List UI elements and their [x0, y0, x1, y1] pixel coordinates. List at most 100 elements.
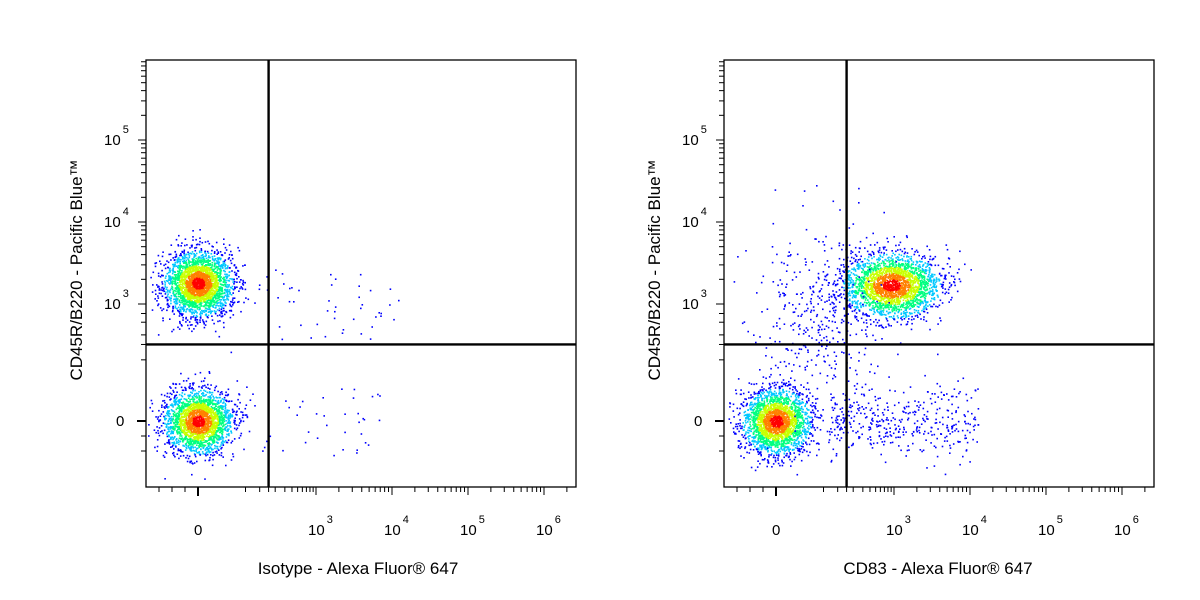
- event-dot: [220, 430, 222, 433]
- event-dot: [168, 426, 170, 428]
- event-dot: [195, 424, 197, 427]
- event-dot: [228, 253, 231, 256]
- event-dot: [203, 414, 205, 416]
- event-dot: [199, 267, 202, 270]
- event-dot: [188, 409, 191, 412]
- event-dot: [194, 299, 196, 302]
- event-dot: [315, 413, 318, 415]
- event-dot: [225, 413, 227, 416]
- event-dot: [227, 258, 230, 260]
- event-dot: [217, 413, 219, 416]
- event-dot: [213, 424, 216, 427]
- event-dot: [200, 259, 202, 262]
- event-dot: [201, 259, 203, 261]
- event-dot: [180, 417, 182, 419]
- event-dot: [166, 295, 169, 297]
- event-dot: [240, 411, 242, 413]
- event-dot: [209, 264, 211, 267]
- event-dot: [177, 278, 179, 280]
- event-dot: [196, 425, 198, 427]
- event-dot: [174, 400, 177, 403]
- event-dot: [201, 414, 204, 417]
- event-dot: [200, 380, 203, 383]
- event-dot: [199, 237, 201, 239]
- event-dot: [213, 399, 215, 401]
- event-dot: [223, 441, 225, 443]
- event-dot: [189, 291, 192, 294]
- event-dot: [226, 284, 229, 286]
- event-dot: [162, 317, 164, 319]
- event-dot: [225, 281, 227, 284]
- event-dot: [175, 256, 177, 258]
- event-dot: [191, 263, 193, 266]
- event-dot: [187, 415, 190, 417]
- event-dot: [210, 444, 213, 446]
- event-dot: [205, 279, 207, 282]
- event-dot: [157, 297, 160, 299]
- x-axis-title: Isotype - Alexa Fluor® 647: [258, 559, 459, 578]
- event-dot: [228, 285, 230, 287]
- event-dot: [195, 310, 198, 313]
- event-dot: [216, 309, 219, 311]
- event-dot: [168, 435, 170, 437]
- event-dot: [190, 404, 192, 407]
- event-dot: [168, 423, 170, 425]
- event-dot: [200, 430, 202, 433]
- event-dot: [192, 414, 194, 417]
- event-dot: [233, 438, 236, 440]
- event-dot: [181, 408, 183, 411]
- event-dot: [156, 450, 158, 452]
- event-dot: [172, 452, 174, 455]
- event-dot: [197, 263, 200, 265]
- event-dot: [174, 302, 177, 305]
- event-dot: [226, 275, 229, 278]
- event-dot: [178, 277, 180, 280]
- event-dot: [208, 391, 211, 393]
- event-dot: [189, 460, 191, 463]
- event-dot: [178, 258, 181, 261]
- event-dot: [200, 302, 203, 304]
- event-dot: [181, 278, 183, 281]
- event-dot: [177, 287, 179, 290]
- event-dot: [159, 307, 162, 309]
- event-dot: [358, 285, 360, 287]
- event-dot: [185, 421, 187, 424]
- event-dot: [213, 265, 216, 268]
- event-dot: [243, 301, 245, 304]
- event-dot: [184, 303, 187, 305]
- event-dot: [179, 433, 182, 435]
- event-dot: [191, 309, 194, 311]
- event-dot: [195, 395, 198, 397]
- event-dot: [211, 245, 213, 248]
- event-dot: [166, 392, 169, 395]
- event-dot: [207, 267, 209, 269]
- event-dot: [204, 271, 207, 273]
- event-dot: [220, 424, 223, 426]
- event-dot: [194, 325, 197, 327]
- event-dot: [213, 408, 216, 411]
- event-dot: [219, 293, 222, 296]
- event-dot: [214, 447, 216, 450]
- event-dot: [166, 403, 168, 406]
- event-dot: [266, 276, 268, 278]
- event-dot: [168, 305, 171, 308]
- event-dot: [178, 411, 181, 414]
- event-dot: [225, 289, 227, 291]
- event-dot: [176, 261, 179, 264]
- event-dot: [191, 273, 193, 276]
- event-dot: [183, 406, 185, 408]
- event-dot: [194, 249, 197, 252]
- event-dot: [191, 407, 194, 409]
- event-dot: [196, 243, 199, 246]
- event-dot: [187, 304, 190, 307]
- event-dot: [211, 439, 214, 442]
- event-dot: [172, 292, 174, 294]
- event-dot: [224, 267, 227, 270]
- event-dot: [184, 404, 187, 407]
- event-dot: [182, 272, 184, 274]
- event-dot: [192, 405, 194, 407]
- event-dot: [334, 278, 337, 280]
- event-dot: [209, 260, 212, 262]
- event-dot: [211, 299, 213, 302]
